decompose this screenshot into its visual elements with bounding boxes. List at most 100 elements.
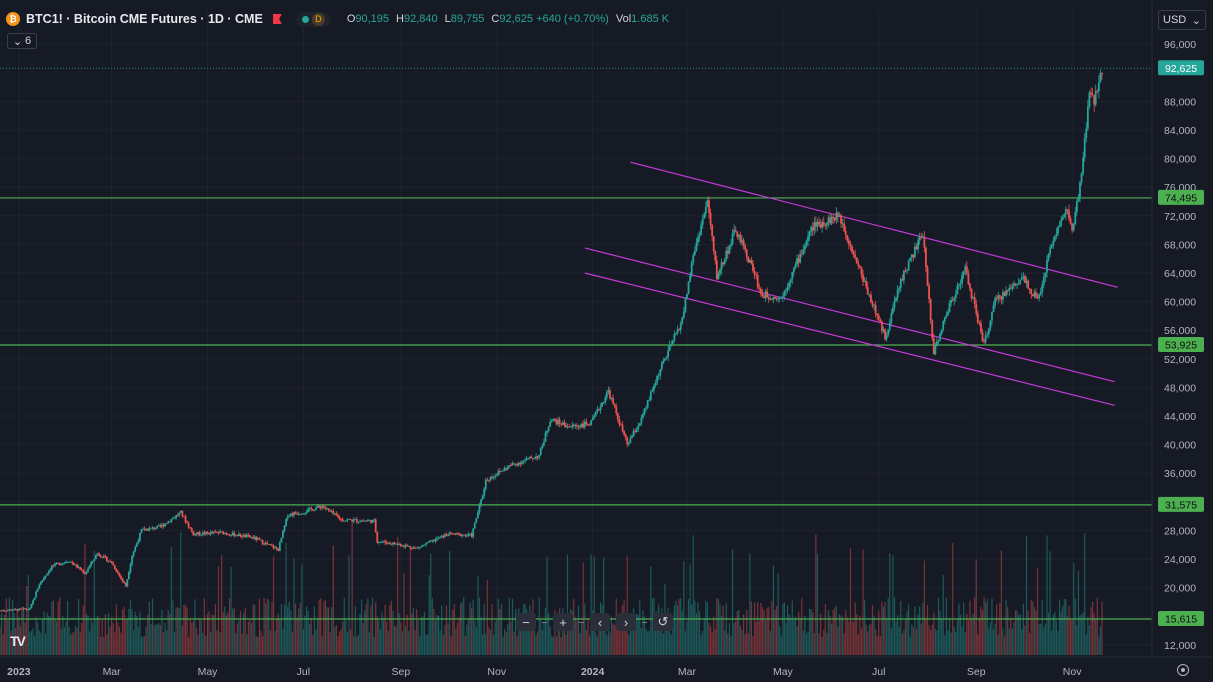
candle-body	[68, 561, 71, 563]
candle-body	[3, 610, 6, 612]
volume-bar	[552, 636, 554, 655]
currency-label: USD	[1163, 14, 1187, 26]
candle-body	[626, 437, 629, 445]
candle-body	[39, 581, 42, 585]
bitcoin-icon[interactable]: ₿	[6, 12, 20, 26]
candle-body	[5, 610, 8, 612]
candle-body	[689, 275, 692, 282]
candle-body	[881, 321, 883, 332]
flag-icon[interactable]	[272, 14, 282, 24]
candle-body	[186, 522, 188, 524]
volume-bar	[1032, 601, 1034, 655]
candle-body	[253, 536, 256, 539]
candle-body	[725, 250, 728, 260]
volume-bar	[1101, 601, 1103, 655]
volume-bar	[788, 614, 790, 655]
volume-bar	[370, 605, 372, 655]
candle-body	[461, 535, 464, 537]
volume-bar	[57, 601, 59, 655]
volume-bar	[904, 620, 907, 655]
tradingview-logo[interactable]: TV	[10, 633, 26, 649]
volume-bar	[32, 627, 34, 655]
volume-bar	[239, 610, 242, 655]
candle-body	[110, 561, 113, 564]
candle-body	[473, 522, 476, 529]
candle-body	[719, 269, 721, 274]
volume-bar	[920, 623, 922, 655]
candle-body	[307, 509, 310, 513]
indicators-count: 6	[25, 35, 32, 47]
candle-body	[810, 227, 813, 232]
volume-bar	[840, 615, 842, 655]
volume-bar	[408, 631, 410, 655]
volume-bar	[911, 624, 913, 655]
volume-bar	[733, 623, 735, 655]
volume-bar	[636, 613, 638, 655]
candle-body	[972, 297, 974, 299]
volume-bar	[260, 630, 262, 655]
volume-bar	[1066, 616, 1069, 655]
volume-bar	[92, 623, 94, 655]
candle-body	[55, 563, 58, 565]
volume-bar	[834, 607, 836, 655]
level-price-label: 31,575	[1165, 499, 1197, 511]
reset-chart-button[interactable]: ↺	[653, 613, 673, 631]
market-status[interactable]: D	[295, 11, 331, 27]
volume-bar	[95, 618, 97, 655]
candle-body	[543, 442, 545, 446]
volume-bar	[62, 616, 64, 655]
volume-bar	[931, 624, 933, 655]
symbol-title[interactable]: BTC1! · Bitcoin CME Futures · 1D · CME	[26, 12, 263, 26]
candle-body	[407, 546, 410, 547]
candle-body	[500, 470, 503, 472]
candle-body	[811, 227, 814, 231]
volume-bar	[972, 613, 974, 655]
volume-bar	[981, 609, 984, 655]
candle-body	[931, 320, 934, 339]
volume-bar	[194, 599, 196, 655]
candle-body	[995, 298, 998, 300]
candle-body	[554, 419, 556, 421]
candle-body	[85, 571, 88, 574]
candle-body	[234, 535, 237, 537]
volume-bar	[794, 616, 797, 655]
scroll-left-button[interactable]: ‹	[590, 613, 610, 631]
candle-body	[997, 295, 1000, 300]
candle-body	[341, 519, 344, 522]
candle-body	[236, 535, 239, 537]
zoom-in-button[interactable]: +	[553, 613, 573, 631]
candle-body	[912, 254, 915, 258]
candle-body	[208, 533, 210, 535]
volume-bar	[140, 636, 143, 655]
scroll-right-button[interactable]: ›	[616, 613, 636, 631]
candle-body	[753, 270, 756, 275]
volume-bar	[283, 604, 286, 655]
candle-body	[241, 536, 243, 538]
candle-body	[121, 578, 124, 582]
volume-bar	[433, 609, 435, 655]
volume-bar	[348, 555, 350, 655]
volume-bar	[941, 618, 943, 655]
candle-body	[1074, 211, 1077, 225]
candle-body	[1003, 292, 1006, 296]
volume-bar	[4, 614, 6, 655]
candle-body	[439, 536, 442, 539]
currency-select[interactable]: USD ⌄	[1158, 10, 1206, 30]
candle-body	[6, 610, 9, 612]
volume-bar	[634, 625, 636, 655]
settings-icon[interactable]	[1177, 664, 1189, 676]
candle-body	[882, 329, 885, 332]
volume-bar	[417, 620, 419, 655]
volume-bar	[750, 601, 753, 655]
zoom-out-button[interactable]: −	[516, 613, 536, 631]
indicators-toggle-button[interactable]: ⌄ 6	[7, 33, 37, 49]
candle-body	[778, 298, 781, 299]
volume-bar	[1021, 628, 1023, 655]
candle-body	[1075, 201, 1078, 212]
volume-bar	[700, 635, 702, 655]
candle-body	[909, 257, 912, 262]
volume-bar	[640, 628, 642, 655]
candle-body	[700, 224, 703, 236]
